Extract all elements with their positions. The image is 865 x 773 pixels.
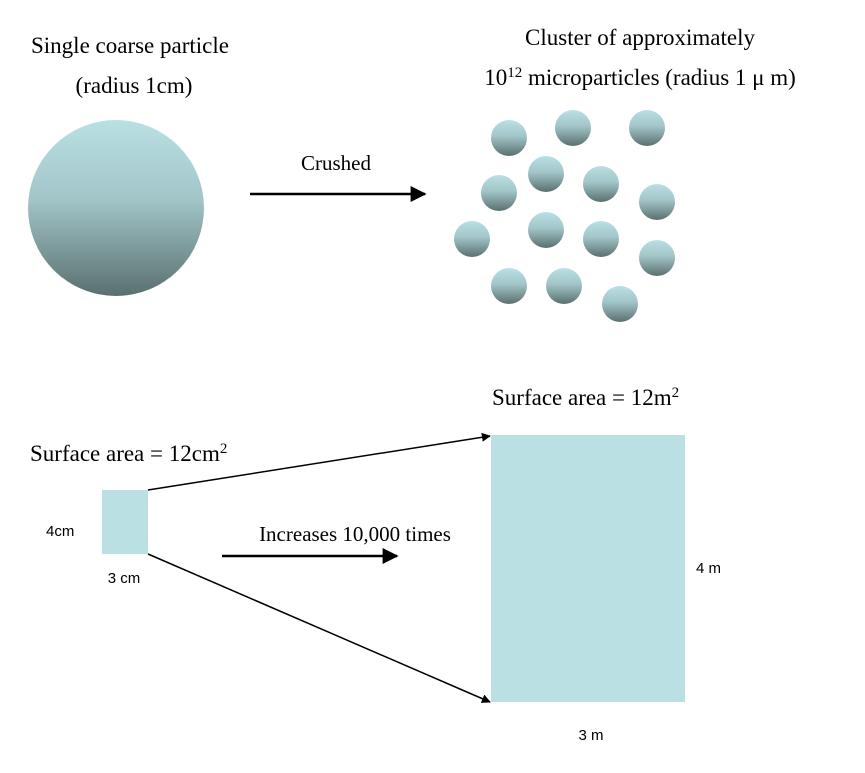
coarse-particle-radius: (radius 1cm) — [76, 73, 193, 98]
microparticle — [639, 184, 675, 220]
upper-expansion-arrow — [147, 432, 491, 491]
coarse-particle-title: Single coarse particle — [31, 33, 229, 58]
large-surface-area-label: Surface area = 12m2 — [492, 385, 679, 410]
small-width-label: 3 cm — [108, 570, 141, 587]
small-square — [102, 490, 148, 554]
small-height-label: 4cm — [46, 523, 74, 540]
increase-label: Increases 10,000 times — [259, 522, 451, 546]
microparticle — [491, 268, 527, 304]
microparticle — [546, 268, 582, 304]
microparticle — [629, 110, 665, 146]
microparticle — [528, 156, 564, 192]
large-height-label: 4 m — [696, 560, 721, 577]
microparticle-cluster — [454, 110, 675, 322]
microparticle — [583, 221, 619, 257]
microparticle — [602, 286, 638, 322]
microparticle — [481, 175, 517, 211]
microparticle — [454, 221, 490, 257]
cluster-title: Cluster of approximately — [525, 25, 755, 50]
small-surface-area-label: Surface area = 12cm2 — [30, 441, 227, 466]
microparticle — [528, 212, 564, 248]
lower-expansion-arrow — [147, 553, 491, 703]
large-width-label: 3 m — [578, 727, 603, 744]
microparticle — [583, 166, 619, 202]
crushed-label: Crushed — [301, 151, 371, 175]
coarse-particle-sphere — [28, 120, 204, 296]
large-square — [491, 435, 685, 702]
microparticle — [491, 120, 527, 156]
cluster-subtitle: 1012 microparticles (radius 1 μ m) — [484, 65, 796, 90]
microparticle — [639, 240, 675, 276]
microparticle — [555, 110, 591, 146]
